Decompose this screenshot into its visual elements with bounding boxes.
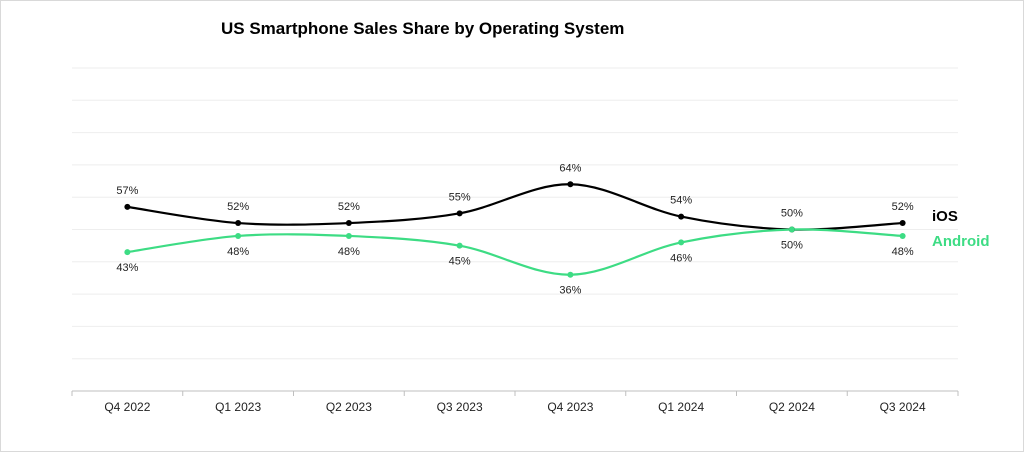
series-points — [124, 181, 906, 278]
data-labels: 57% 52% 52% 55% 64% 54% 50% 52% 43% 48% 48% 45% 36% 4… — [116, 162, 913, 296]
ios-data-label: 52% — [892, 201, 914, 213]
x-tick-label: Q1 2023 — [215, 400, 261, 414]
android-point — [899, 232, 906, 239]
android-point — [678, 239, 685, 246]
ios-point — [235, 220, 242, 227]
x-tick-label: Q4 2022 — [104, 400, 150, 414]
android-data-label: 36% — [559, 285, 581, 297]
android-series-label: Android — [932, 233, 990, 250]
android-point — [124, 249, 131, 256]
ios-point — [456, 210, 463, 217]
x-tick-label: Q2 2024 — [769, 400, 815, 414]
x-axis: Q4 2022 Q1 2023 Q2 2023 Q3 2023 Q4 2023 Q1 20… — [71, 390, 959, 414]
x-tick-label: Q3 2024 — [880, 400, 926, 414]
android-data-label: 50% — [781, 208, 803, 220]
gridlines — [72, 67, 958, 360]
ios-point — [567, 181, 574, 188]
ios-data-label: 52% — [227, 201, 249, 213]
android-line — [127, 228, 903, 276]
chart-title: US Smartphone Sales Share by Operating S… — [221, 19, 625, 38]
android-point — [788, 226, 795, 233]
x-tick-label: Q4 2023 — [547, 400, 593, 414]
ios-point — [899, 220, 906, 227]
ios-data-label: 55% — [449, 191, 471, 203]
android-point — [456, 242, 463, 249]
ios-data-label: 50% — [781, 240, 803, 252]
ios-data-label: 57% — [116, 185, 138, 197]
ios-point — [124, 203, 131, 210]
x-tick-label: Q1 2024 — [658, 400, 704, 414]
android-data-label: 45% — [449, 256, 471, 268]
ios-point — [678, 213, 685, 220]
android-point — [567, 271, 574, 278]
android-data-label: 48% — [227, 246, 249, 258]
x-tick-label: Q3 2023 — [437, 400, 483, 414]
x-tick-label: Q2 2023 — [326, 400, 372, 414]
android-point — [235, 232, 242, 239]
ios-series-label: iOS — [932, 208, 958, 225]
ios-data-label: 52% — [338, 201, 360, 213]
ios-data-label: 54% — [670, 195, 692, 207]
series-lines — [127, 183, 903, 276]
android-data-label: 46% — [670, 252, 692, 264]
android-data-label: 48% — [892, 246, 914, 258]
series-name-labels: iOS Android — [932, 208, 990, 250]
android-data-label: 48% — [338, 246, 360, 258]
android-point — [345, 232, 352, 239]
android-data-label: 43% — [116, 262, 138, 274]
ios-data-label: 64% — [559, 162, 581, 174]
ios-point — [345, 220, 352, 227]
